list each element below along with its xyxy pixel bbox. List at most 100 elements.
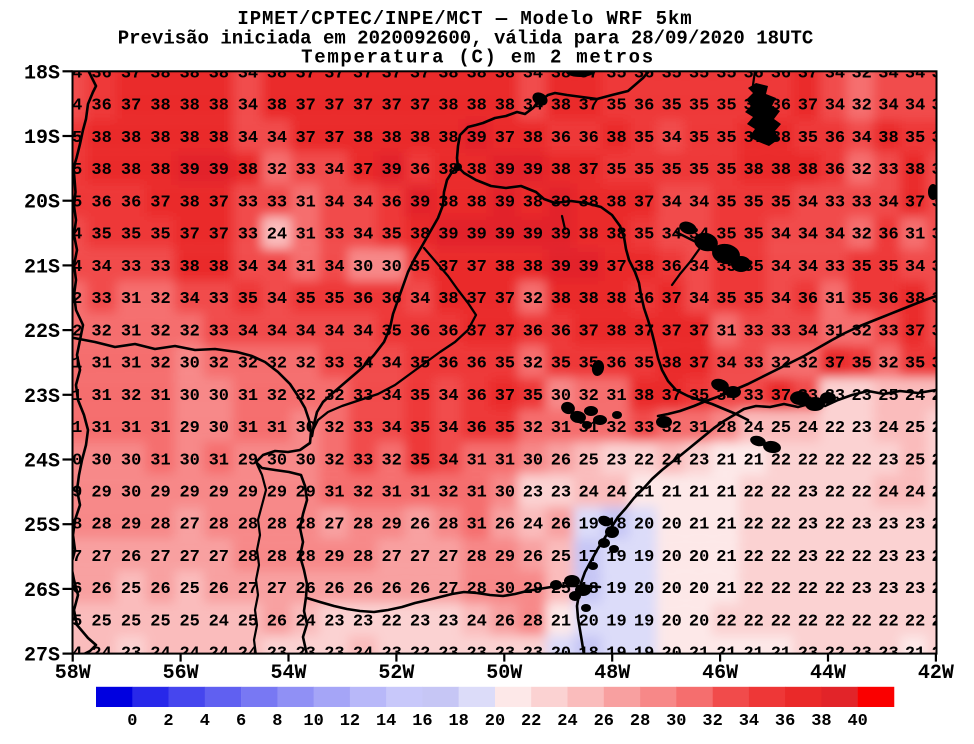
svg-text:19: 19 (634, 548, 654, 567)
svg-text:23: 23 (295, 645, 315, 664)
svg-text:16: 16 (412, 712, 432, 731)
svg-text:38: 38 (771, 129, 791, 148)
svg-text:26: 26 (594, 712, 614, 731)
svg-text:20: 20 (661, 612, 681, 631)
svg-text:37: 37 (495, 387, 515, 406)
svg-text:37: 37 (606, 258, 626, 277)
svg-text:23: 23 (798, 484, 818, 503)
svg-text:37: 37 (689, 322, 709, 341)
svg-text:37: 37 (771, 387, 791, 406)
svg-text:34: 34 (661, 226, 681, 245)
svg-text:37: 37 (825, 355, 845, 374)
svg-text:35: 35 (689, 387, 709, 406)
svg-text:22: 22 (410, 645, 430, 664)
svg-text:28: 28 (91, 516, 111, 535)
svg-text:25: 25 (551, 580, 571, 599)
svg-text:38: 38 (523, 258, 543, 277)
svg-text:24: 24 (209, 612, 229, 631)
svg-text:35: 35 (743, 193, 763, 212)
svg-text:35: 35 (878, 258, 898, 277)
svg-text:35: 35 (798, 129, 818, 148)
svg-text:22: 22 (381, 612, 401, 631)
svg-text:23: 23 (798, 548, 818, 567)
svg-text:38: 38 (878, 129, 898, 148)
svg-text:34: 34 (931, 65, 951, 84)
svg-text:38: 38 (495, 65, 515, 84)
svg-text:24: 24 (931, 387, 951, 406)
svg-text:38: 38 (353, 129, 373, 148)
svg-text:22: 22 (716, 612, 736, 631)
svg-text:36: 36 (381, 193, 401, 212)
svg-text:37: 37 (495, 322, 515, 341)
svg-text:38: 38 (238, 161, 258, 180)
svg-text:26: 26 (410, 580, 430, 599)
svg-text:37: 37 (381, 97, 401, 116)
svg-text:28: 28 (716, 419, 736, 438)
svg-text:32: 32 (324, 387, 344, 406)
svg-text:34: 34 (353, 226, 373, 245)
svg-text:34: 34 (716, 387, 736, 406)
svg-text:37: 37 (495, 290, 515, 309)
svg-text:37: 37 (466, 290, 486, 309)
svg-text:35: 35 (716, 161, 736, 180)
svg-text:39: 39 (381, 161, 401, 180)
svg-text:37: 37 (410, 65, 430, 84)
svg-text:36: 36 (878, 290, 898, 309)
svg-text:37: 37 (661, 322, 681, 341)
svg-text:34: 34 (878, 65, 898, 84)
svg-text:38: 38 (150, 65, 170, 84)
svg-text:37: 37 (905, 193, 925, 212)
svg-text:31: 31 (267, 419, 287, 438)
svg-text:33: 33 (931, 193, 951, 212)
svg-text:31: 31 (466, 484, 486, 503)
svg-text:34: 34 (825, 97, 845, 116)
svg-text:36: 36 (438, 322, 458, 341)
svg-text:35: 35 (410, 355, 430, 374)
svg-text:32: 32 (851, 65, 871, 84)
svg-text:36: 36 (743, 65, 763, 84)
svg-text:31: 31 (62, 355, 82, 374)
svg-text:23: 23 (931, 516, 951, 535)
svg-text:35: 35 (634, 129, 654, 148)
svg-text:30: 30 (353, 258, 373, 277)
svg-text:22: 22 (771, 451, 791, 470)
svg-text:34: 34 (238, 322, 258, 341)
svg-text:31: 31 (295, 193, 315, 212)
svg-text:36: 36 (438, 355, 458, 374)
svg-text:35: 35 (410, 258, 430, 277)
svg-text:31: 31 (324, 484, 344, 503)
svg-text:38: 38 (209, 65, 229, 84)
svg-text:35: 35 (771, 193, 791, 212)
svg-text:25: 25 (771, 419, 791, 438)
svg-text:23: 23 (851, 580, 871, 599)
svg-text:23: 23 (851, 516, 871, 535)
svg-text:31: 31 (238, 387, 258, 406)
svg-text:31: 31 (716, 322, 736, 341)
svg-text:37: 37 (495, 129, 515, 148)
svg-text:21: 21 (743, 645, 763, 664)
svg-text:26S: 26S (24, 580, 60, 603)
svg-text:37: 37 (295, 129, 315, 148)
svg-text:35: 35 (324, 290, 344, 309)
svg-text:34: 34 (825, 226, 845, 245)
svg-text:34: 34 (62, 226, 82, 245)
svg-text:34: 34 (931, 97, 951, 116)
svg-text:42W: 42W (918, 662, 954, 685)
svg-text:31: 31 (150, 419, 170, 438)
svg-text:34: 34 (905, 97, 925, 116)
svg-text:28: 28 (62, 516, 82, 535)
svg-text:22S: 22S (24, 321, 60, 344)
svg-text:37: 37 (209, 193, 229, 212)
svg-text:32: 32 (179, 322, 199, 341)
svg-text:31: 31 (62, 387, 82, 406)
svg-text:23: 23 (905, 548, 925, 567)
svg-text:23: 23 (878, 645, 898, 664)
svg-text:21: 21 (661, 484, 681, 503)
svg-text:30: 30 (62, 451, 82, 470)
svg-text:39: 39 (495, 226, 515, 245)
svg-text:32: 32 (150, 290, 170, 309)
svg-text:24: 24 (353, 645, 373, 664)
svg-text:22: 22 (878, 612, 898, 631)
svg-text:34: 34 (438, 419, 458, 438)
svg-text:27: 27 (238, 580, 258, 599)
